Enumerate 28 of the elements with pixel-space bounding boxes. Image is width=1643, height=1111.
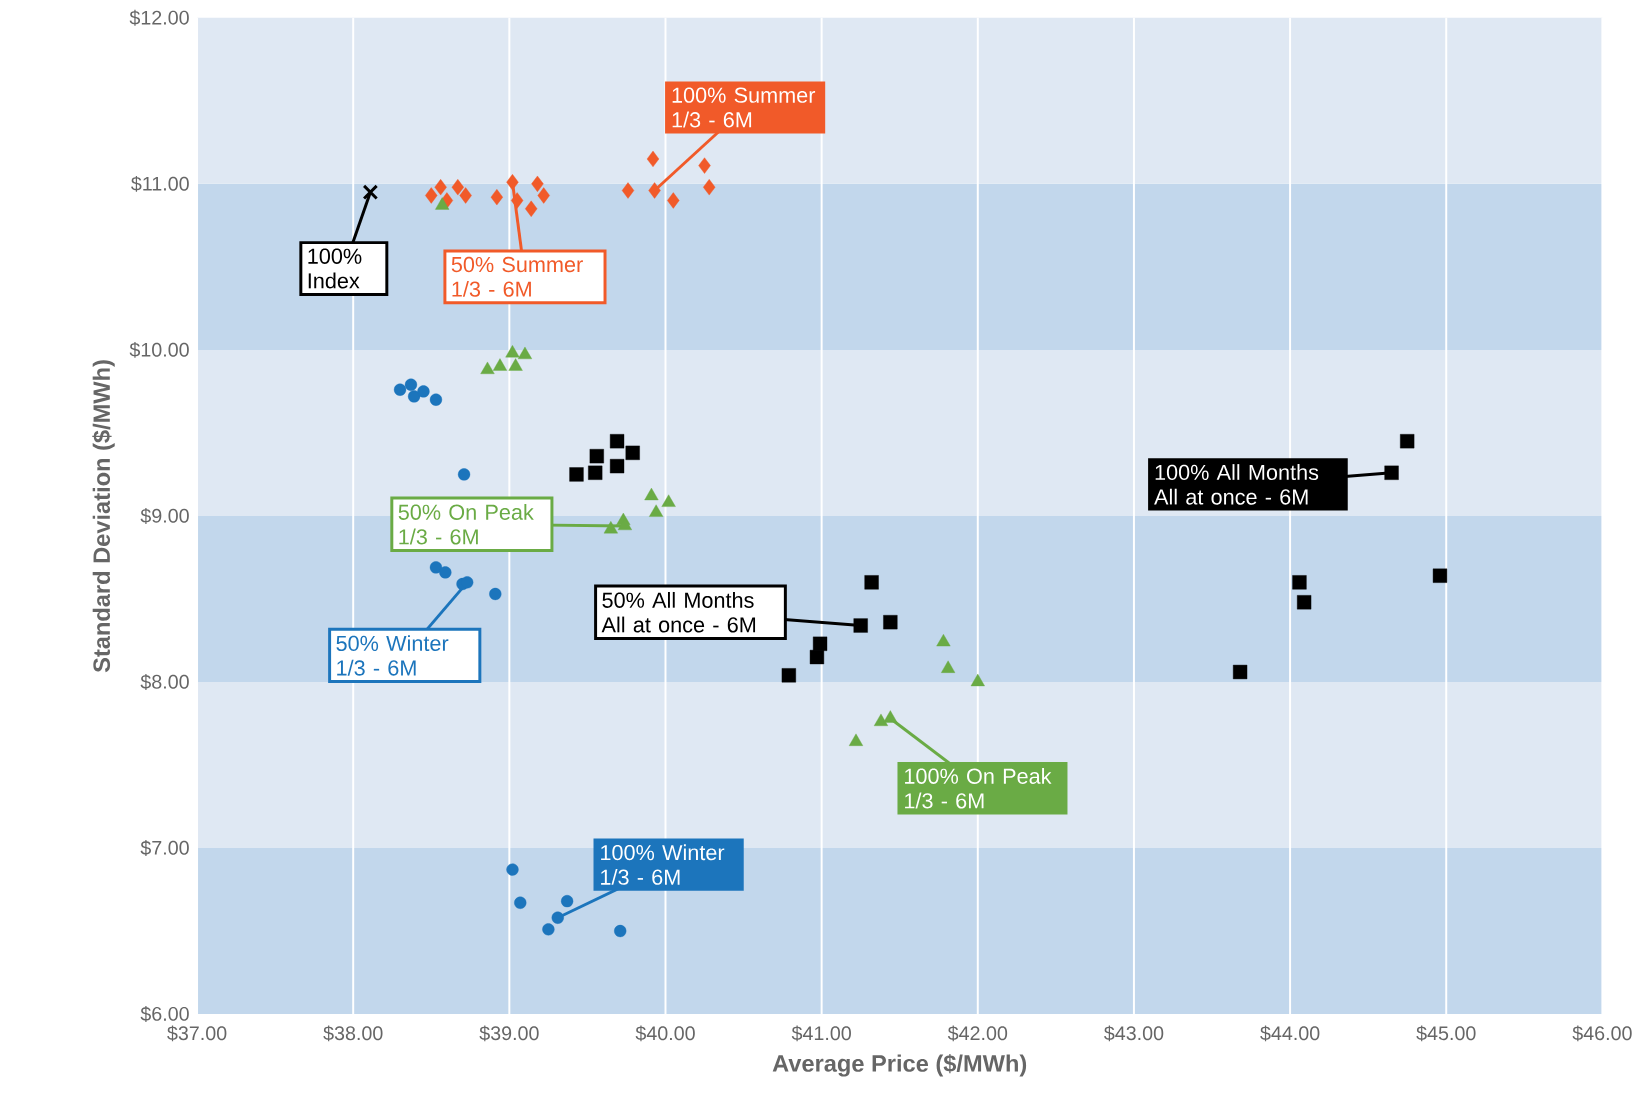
y-axis-title: Standard Deviation ($/MWh) [92,360,115,673]
series-label: 100% Summer 1/3 - 6M [672,87,816,128]
text: 100% On Peak 1/3 - 6M [905,768,1052,809]
x-tick-label: $38.00 [323,1025,383,1042]
series-label: 100% Winter 1/3 - 6M [601,844,725,885]
text: 50% Summer 1/3 - 6M [451,256,583,297]
text: 50% All Months All at once - 6M [601,592,756,633]
y-tick-label: $11.00 [131,175,189,192]
text: 100% Index [308,248,362,289]
x-tick-label: $46.00 [1572,1025,1632,1042]
x-tick-label: $42.00 [947,1025,1008,1042]
x-tick-label: $45.00 [1416,1025,1476,1042]
text: 50% On Peak 1/3 - 6M [398,504,534,545]
text: 100% All Months All at once - 6M [1154,464,1319,505]
x-tick-label: $37.00 [167,1025,227,1042]
x-tick-label: $44.00 [1260,1025,1320,1042]
text: 50% Winter 1/3 - 6M [336,635,449,676]
x-tick-label: $41.00 [791,1025,851,1042]
y-tick-label: $6.00 [140,1006,189,1023]
x-tick-label: $40.00 [635,1025,695,1042]
x-tick-label: $43.00 [1104,1025,1164,1042]
y-tick-label: $7.00 [140,840,189,857]
x-axis-title: Average Price ($/MWh) [772,1054,1027,1077]
y-tick-label: $8.00 [140,674,189,690]
x-tick-label: $39.00 [479,1025,539,1042]
y-tick-label: $12.00 [129,9,189,26]
y-tick-label: $9.00 [140,508,189,524]
y-tick-label: $10.00 [129,341,189,358]
